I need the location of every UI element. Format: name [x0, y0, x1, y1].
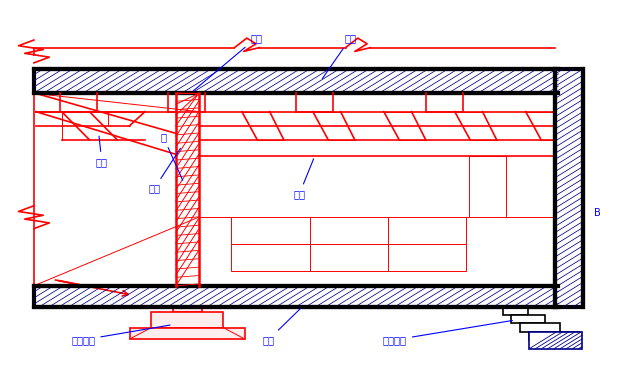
Bar: [34, 286, 558, 307]
Bar: [231, 217, 466, 271]
Text: 主梁: 主梁: [148, 148, 181, 194]
Bar: [130, 328, 245, 339]
Text: 条形基础: 条形基础: [383, 320, 513, 345]
Text: 独立基础: 独立基础: [72, 325, 170, 345]
Text: B: B: [594, 208, 600, 218]
Text: 地面: 地面: [262, 309, 300, 345]
Bar: [529, 332, 582, 349]
Bar: [511, 315, 545, 323]
Text: 主梁: 主梁: [193, 33, 262, 91]
Text: 楼板: 楼板: [323, 33, 357, 78]
Bar: [555, 69, 583, 307]
Bar: [503, 307, 528, 315]
Text: 柱: 柱: [160, 132, 183, 180]
Text: 次梁: 次梁: [293, 159, 313, 199]
Bar: [520, 323, 560, 332]
Bar: [173, 307, 202, 312]
Text: 次梁: 次梁: [96, 136, 108, 167]
Bar: [529, 332, 579, 340]
Bar: [34, 69, 558, 93]
Bar: [151, 312, 223, 328]
